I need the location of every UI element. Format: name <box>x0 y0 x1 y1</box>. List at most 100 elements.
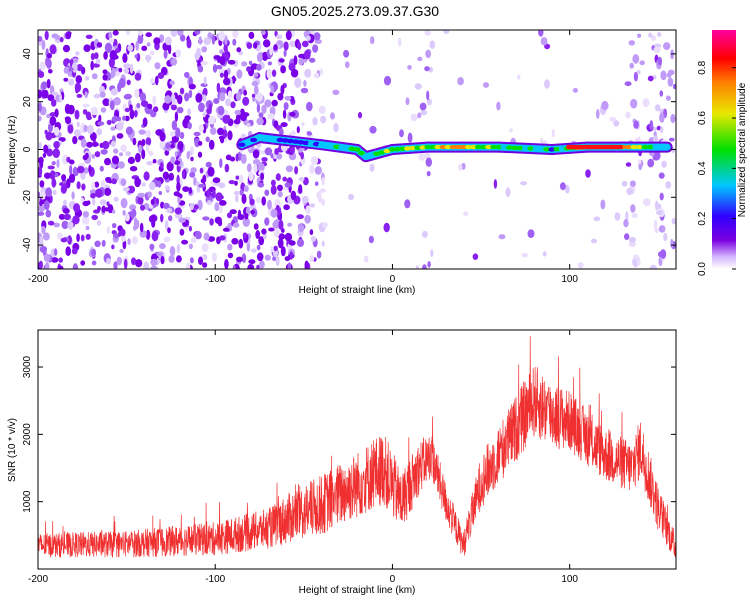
spectrogram-cell <box>124 213 130 222</box>
spectrogram-cell <box>190 167 197 174</box>
spectrogram-cell <box>191 236 197 244</box>
ridge-cell <box>521 146 529 151</box>
spectrogram-cell <box>319 188 326 193</box>
spectrogram-cell <box>129 63 134 74</box>
spectrogram-cell <box>38 35 43 42</box>
spectrogram-cell <box>418 153 426 161</box>
ridge-cell <box>454 144 462 150</box>
spectrogram-cell <box>137 35 144 44</box>
spectrogram-cell <box>47 220 55 226</box>
spectrogram-cell <box>296 214 305 220</box>
y-tick-label: 40 <box>22 48 33 60</box>
spectrogram-cell <box>58 213 66 220</box>
spectrogram-cell <box>224 35 228 46</box>
spectrogram-cell <box>426 171 431 177</box>
spectrogram-cell <box>663 42 671 51</box>
spectrogram-cell <box>137 30 143 36</box>
spectrogram-cell <box>94 240 101 248</box>
ridge-cell <box>307 141 315 146</box>
spectrogram-cell <box>284 95 292 101</box>
colorbar-label: Normalized spectral amplitude <box>737 82 748 217</box>
spectrogram-cell <box>309 229 314 236</box>
spectrogram-cell <box>75 51 80 56</box>
spectrogram-cell <box>71 248 78 255</box>
spectrogram-cell <box>283 102 289 111</box>
spectrogram-cell <box>198 256 203 265</box>
spectrogram-cell <box>199 167 204 174</box>
spectrogram-cell <box>218 182 226 189</box>
spectrogram-cell <box>229 209 237 215</box>
spectrogram-cell <box>170 156 176 164</box>
spectrogram-cell <box>628 40 635 46</box>
spectrogram-cell <box>258 112 264 118</box>
spectrogram-cell <box>151 219 156 228</box>
spectrogram-cell <box>116 122 124 131</box>
spectrogram-cell <box>80 138 87 148</box>
ridge-cell <box>490 144 498 150</box>
spectrogram-cell <box>498 234 506 240</box>
spectrogram-cell <box>67 235 72 245</box>
spectrogram-cell <box>54 172 59 178</box>
spectrogram-cell <box>62 208 70 214</box>
spectrogram-cell <box>170 57 178 66</box>
spectrogram-cell <box>369 125 377 134</box>
spectrogram-cell <box>122 209 126 216</box>
spectrogram-cell <box>51 178 57 188</box>
spectrogram-cell <box>659 90 664 97</box>
spectrogram-cell <box>195 93 203 103</box>
spectrogram-cell <box>284 182 292 188</box>
spectrogram-cell <box>111 155 120 165</box>
spectrogram-cell <box>197 65 204 73</box>
ridge-cell <box>271 137 279 142</box>
spectrogram-cell <box>38 102 42 112</box>
spectrogram-cell <box>310 236 317 242</box>
ridge-cell <box>630 144 638 150</box>
spectrogram-cell <box>74 109 80 120</box>
spectrogram-cell <box>120 234 126 242</box>
spectrogram-cell <box>272 221 277 228</box>
spectrogram-cell <box>256 103 261 113</box>
spectrogram-cell <box>150 78 155 84</box>
spectrogram-cell <box>123 68 130 74</box>
spectrogram-cell <box>155 75 159 86</box>
spectrogram-cell <box>127 156 135 164</box>
spectrogram-cell <box>134 177 141 188</box>
spectrogram-cell <box>347 193 355 201</box>
spectrogram-cell <box>145 229 151 240</box>
spectrogram-cell <box>256 264 260 269</box>
spectrogram-cell <box>99 165 104 172</box>
spectrogram-cell <box>166 207 173 214</box>
spectrogram-cell <box>624 233 630 241</box>
spectrogram-cell <box>80 197 85 203</box>
spectrogram-cell <box>287 222 293 227</box>
frequency-ridge <box>236 132 673 163</box>
spectrogram-cell <box>397 37 402 47</box>
spectrogram-cell <box>248 60 253 66</box>
spectrogram-cell <box>113 233 120 239</box>
spectrogram-cell <box>280 122 288 128</box>
spectrogram-cell <box>91 153 95 159</box>
spectrogram-cell <box>260 172 265 181</box>
spectrogram-cell <box>44 172 51 179</box>
spectrogram-cell <box>649 264 658 269</box>
spectrogram-cell <box>147 191 152 198</box>
spectrogram-cell <box>113 97 121 106</box>
spectrogram-cell <box>143 261 150 269</box>
y-tick-label: 0 <box>22 146 33 152</box>
spectrogram-cell <box>290 190 297 201</box>
spectrogram-cell <box>659 112 665 123</box>
spectrogram-cell <box>285 165 293 173</box>
spectrogram-cell <box>264 147 273 156</box>
spectrogram-cell <box>97 121 105 126</box>
ridge-cell <box>505 145 513 150</box>
spectrogram-cell <box>228 180 235 185</box>
spectrogram-cell <box>91 73 98 80</box>
spectrogram-cell <box>630 98 638 109</box>
spectrogram-cell <box>624 81 632 87</box>
ridge-cell <box>527 146 535 151</box>
spectrogram-cell <box>628 236 636 244</box>
spectrogram-cell <box>147 103 153 110</box>
spectrogram-cell <box>264 217 270 226</box>
spectrogram-cell <box>656 210 663 216</box>
